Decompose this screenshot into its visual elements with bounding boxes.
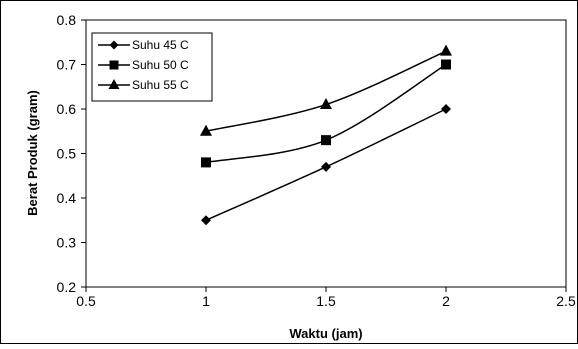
- y-tick-label: 0.6: [57, 101, 77, 117]
- legend-marker: [109, 60, 119, 70]
- legend-item: Suhu 45 C: [98, 38, 189, 52]
- y-tick-label: 0.3: [57, 235, 77, 251]
- data-point: [441, 104, 451, 114]
- legend-label: Suhu 45 C: [132, 38, 189, 52]
- data-point: [321, 161, 331, 172]
- x-tick-label: 0.5: [76, 293, 96, 309]
- legend-marker: [108, 79, 120, 89]
- y-tick-label: 0.8: [57, 12, 77, 28]
- legend-label: Suhu 50 C: [132, 58, 189, 72]
- axis-ticks: 0.2 0.3 0.4 0.5 0.6 0.7 0.8 0.5 1 1.5 2 2.5: [57, 12, 576, 309]
- series-1: [201, 104, 451, 226]
- data-point: [201, 215, 211, 226]
- legend-label: Suhu 55 C: [132, 78, 189, 92]
- data-point: [201, 157, 211, 168]
- y-tick-label: 0.7: [57, 57, 77, 73]
- data-point: [441, 59, 451, 70]
- series-3: [200, 44, 452, 136]
- series-2: [201, 59, 451, 168]
- x-axis-title: Waktu (jam): [289, 326, 362, 341]
- x-tick-label: 1.5: [316, 293, 336, 309]
- legend-marker: [109, 40, 119, 50]
- y-tick-label: 0.2: [57, 279, 77, 295]
- legend: Suhu 45 C Suhu 50 C Suhu 55 C: [91, 32, 213, 102]
- y-tick-label: 0.5: [57, 146, 77, 162]
- data-point: [320, 98, 332, 110]
- y-tick-label: 0.4: [57, 190, 77, 206]
- x-tick-label: 2.5: [556, 293, 576, 309]
- data-point: [321, 135, 331, 146]
- data-point: [440, 44, 452, 56]
- legend-item: Suhu 55 C: [98, 78, 189, 92]
- series-layer: [200, 44, 452, 226]
- data-point: [200, 124, 212, 136]
- x-tick-label: 2: [442, 293, 450, 309]
- y-axis-title: Berat Produk (gram): [25, 90, 40, 216]
- legend-item: Suhu 50 C: [98, 58, 189, 72]
- x-tick-label: 1: [202, 293, 210, 309]
